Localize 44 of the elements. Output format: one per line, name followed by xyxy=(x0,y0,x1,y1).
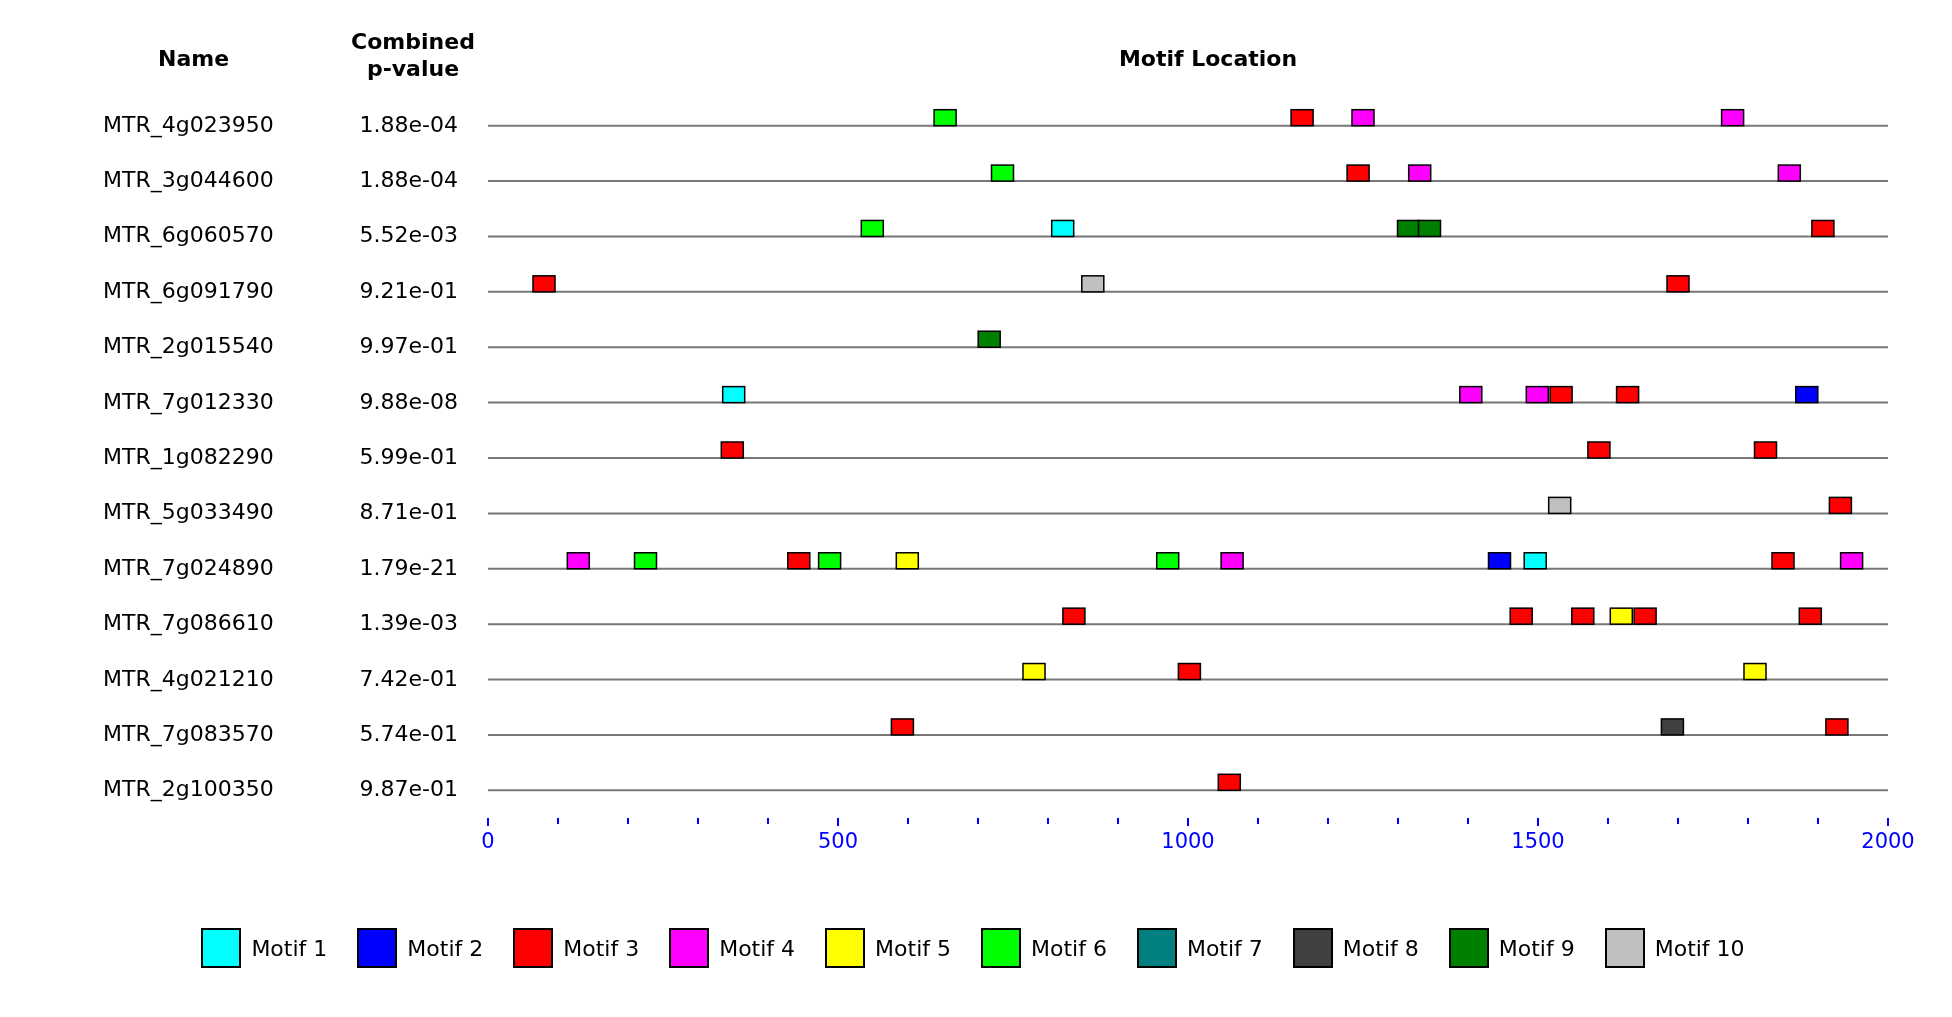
x-tick-label: 0 xyxy=(481,829,495,853)
x-tick-label: 1000 xyxy=(1161,829,1215,853)
y2-tick-label: 5.99e-01 xyxy=(359,444,458,469)
y-tick-label: MTR_4g023950 xyxy=(103,111,274,138)
legend-label: Motif 2 xyxy=(407,935,484,961)
y2-tick-label: 8.71e-01 xyxy=(359,499,458,525)
chart-title: Motif Location xyxy=(1117,46,1299,71)
legend-label: Motif 1 xyxy=(251,935,328,961)
y-tick-label: MTR_5g033490 xyxy=(103,499,274,526)
y-tick-label: MTR_3g044600 xyxy=(103,167,274,194)
y2-tick-label: 1.39e-03 xyxy=(359,610,458,636)
y2-tick-label: 1.79e-21 xyxy=(359,554,458,580)
legend-label: Motif 7 xyxy=(1186,935,1263,961)
y-tick-label: MTR_7g024890 xyxy=(103,554,274,581)
y2-tick-label: 9.97e-01 xyxy=(359,333,458,359)
y-axis-title: Name xyxy=(158,46,230,71)
legend-label: Motif 5 xyxy=(875,935,951,961)
y-tick-label: MTR_7g012330 xyxy=(103,388,274,415)
y2-tick-label: 9.21e-01 xyxy=(359,277,458,303)
y2-tick-label: 7.42e-01 xyxy=(359,665,458,691)
y2-tick-label: 9.88e-08 xyxy=(359,388,458,414)
y-tick-label: MTR_2g100350 xyxy=(103,776,274,803)
y-tick-label: MTR_4g021210 xyxy=(103,665,274,692)
legend-label: Motif 10 xyxy=(1654,935,1745,961)
y2-tick-label: 5.52e-03 xyxy=(359,222,458,248)
x-tick-label: 1500 xyxy=(1511,829,1565,853)
legend-label: Motif 4 xyxy=(719,935,796,961)
y-tick-label: MTR_6g091790 xyxy=(103,277,274,304)
y2-tick-label: 1.88e-04 xyxy=(359,167,458,193)
x-tick-label: 2000 xyxy=(1861,829,1915,853)
y-tick-label: MTR_7g086610 xyxy=(103,610,274,637)
y2-tick-label: 9.87e-01 xyxy=(359,776,458,802)
y-tick-label: MTR_6g060570 xyxy=(103,222,274,249)
x-tick-label: 500 xyxy=(817,829,859,853)
y2-tick-label: 5.74e-01 xyxy=(359,720,458,746)
legend-label: Motif 3 xyxy=(563,935,640,961)
y2-tick-label: 1.88e-04 xyxy=(359,111,458,137)
y-tick-label: MTR_7g083570 xyxy=(103,720,274,747)
legend-label: Motif 9 xyxy=(1498,935,1575,961)
legend-label: Motif 6 xyxy=(1031,935,1107,961)
y2-axis-title: Combined p-value xyxy=(350,28,476,82)
y-tick-label: MTR_2g015540 xyxy=(103,333,274,360)
legend-label: Motif 8 xyxy=(1342,935,1419,961)
y-tick-label: MTR_1g082290 xyxy=(103,444,274,470)
